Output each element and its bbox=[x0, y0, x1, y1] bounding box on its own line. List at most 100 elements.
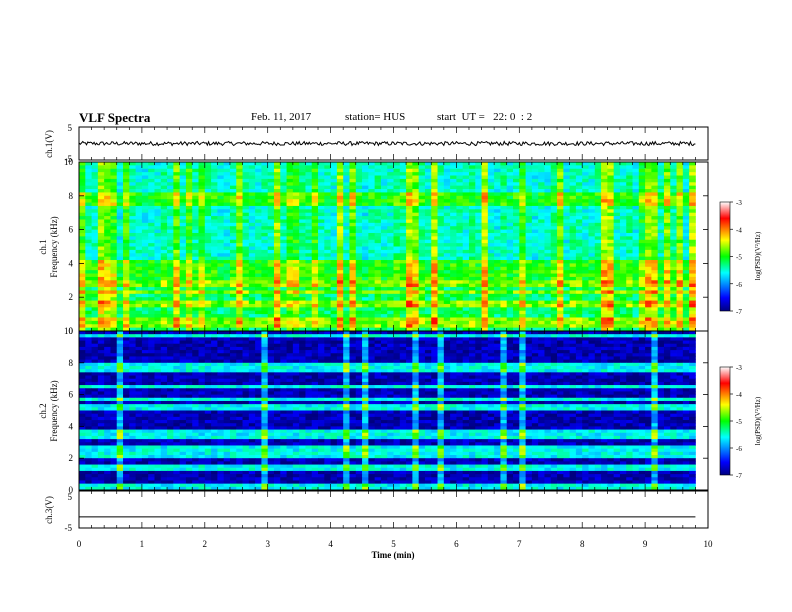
spectrogram-cell bbox=[85, 185, 92, 190]
spectrogram-cell bbox=[682, 320, 690, 325]
spectrogram-cell bbox=[399, 202, 407, 207]
spectrogram-cell bbox=[330, 168, 338, 173]
spectrogram-cell bbox=[123, 175, 130, 180]
spectrogram-cell bbox=[198, 219, 206, 224]
spectrogram-cell bbox=[601, 253, 608, 258]
spectrogram-cell bbox=[506, 182, 514, 187]
spectrogram-cell bbox=[431, 216, 438, 220]
spectrogram-cell bbox=[594, 253, 602, 258]
spectrogram-cell bbox=[280, 283, 287, 288]
spectrogram-cell bbox=[248, 178, 256, 183]
spectrogram-cell bbox=[248, 276, 256, 281]
spectrogram-cell bbox=[85, 226, 92, 230]
spectrogram-cell bbox=[148, 246, 155, 251]
spectrogram-cell bbox=[475, 178, 482, 183]
spectrogram-cell bbox=[91, 192, 99, 197]
spectrogram-cell bbox=[173, 273, 181, 278]
spectrogram-cell bbox=[292, 216, 300, 220]
spectrogram-cell bbox=[267, 243, 275, 247]
spectrogram-cell bbox=[632, 253, 640, 258]
spectrogram-cell bbox=[575, 307, 583, 312]
spectrogram-cell bbox=[500, 266, 508, 271]
spectrogram-cell bbox=[273, 209, 281, 214]
spectrogram-cell bbox=[663, 297, 671, 301]
spectrogram-cell bbox=[173, 182, 181, 187]
spectrogram-cell bbox=[431, 192, 438, 197]
spectrogram-cell bbox=[601, 165, 608, 170]
spectrogram-cell bbox=[343, 273, 350, 278]
spectrogram-cell bbox=[330, 236, 338, 241]
spectrogram-cell bbox=[513, 320, 520, 325]
spectrogram-cell bbox=[569, 293, 577, 298]
spectrogram-cell bbox=[670, 229, 677, 234]
spectrogram-cell bbox=[173, 260, 181, 264]
spectrogram-cell bbox=[645, 243, 652, 247]
spectrogram-cell bbox=[462, 287, 470, 291]
spectrogram-cell bbox=[299, 219, 306, 224]
spectrogram-cell bbox=[601, 236, 608, 241]
spectrogram-cell bbox=[481, 314, 489, 318]
spectrogram-cell bbox=[601, 205, 608, 210]
spectrogram-cell bbox=[148, 192, 155, 197]
spectrogram-cell bbox=[135, 270, 143, 274]
spectrogram-cell bbox=[116, 202, 124, 207]
spectrogram-cell bbox=[525, 290, 533, 295]
spectrogram-cell bbox=[387, 249, 394, 254]
spectrogram-cell bbox=[299, 314, 306, 318]
spectrogram-cell bbox=[167, 178, 174, 183]
spectrogram-cell bbox=[500, 260, 508, 264]
spectrogram-cell bbox=[305, 266, 313, 271]
spectrogram-cell bbox=[481, 172, 489, 176]
spectrogram-cell bbox=[475, 219, 482, 224]
spectrogram-cell bbox=[506, 317, 514, 322]
spectrogram-cell bbox=[487, 327, 495, 332]
spectrogram-cell bbox=[85, 314, 92, 318]
spectrogram-cell bbox=[676, 270, 684, 274]
spectrogram-cell bbox=[613, 185, 621, 190]
spectrogram-cell bbox=[437, 229, 445, 234]
spectrogram-cell bbox=[418, 226, 426, 230]
spectrogram-cell bbox=[487, 266, 495, 271]
spectrogram-cell bbox=[192, 239, 199, 244]
spectrogram-cell bbox=[299, 165, 306, 170]
spectrogram-cell bbox=[123, 283, 130, 288]
spectrogram-cell bbox=[123, 280, 130, 285]
spectrogram-cell bbox=[645, 246, 652, 251]
spectrogram-cell bbox=[242, 290, 250, 295]
spectrogram-cell bbox=[204, 327, 212, 332]
spectrogram-cell bbox=[657, 202, 665, 207]
spectrogram-cell bbox=[651, 276, 659, 281]
spectrogram-cell bbox=[663, 317, 671, 322]
spectrogram-cell bbox=[575, 205, 583, 210]
spectrogram-cell bbox=[651, 266, 659, 271]
spectrogram-cell bbox=[324, 243, 331, 247]
spectrogram-cell bbox=[519, 310, 526, 315]
spectrogram-cell bbox=[481, 263, 489, 268]
spectrogram-cell bbox=[123, 189, 130, 193]
spectrogram-cell bbox=[368, 249, 376, 254]
spectrogram-cell bbox=[192, 283, 199, 288]
spectrogram-cell bbox=[286, 331, 294, 335]
spectrogram-cell bbox=[91, 165, 99, 170]
spectrogram-cell bbox=[557, 175, 564, 180]
spectrogram-cell bbox=[531, 307, 539, 312]
spectrogram-cell bbox=[292, 283, 300, 288]
spectrogram-cell bbox=[217, 270, 225, 274]
spectrogram-cell bbox=[267, 331, 275, 335]
spectrogram-cell bbox=[456, 175, 464, 180]
spectrogram-cell bbox=[626, 310, 633, 315]
spectrogram-cell bbox=[431, 232, 438, 237]
spectrogram-cell bbox=[607, 260, 615, 264]
spectrogram-cell bbox=[355, 253, 363, 258]
spectrogram-cell bbox=[424, 253, 432, 258]
spectrogram-cell bbox=[431, 212, 438, 217]
spectrogram-cell bbox=[242, 287, 250, 291]
spectrogram-cell bbox=[135, 283, 143, 288]
spectrogram-cell bbox=[513, 297, 520, 301]
spectrogram-cell bbox=[418, 205, 426, 210]
spectrogram-cell bbox=[412, 202, 420, 207]
spectrogram-cell bbox=[79, 320, 86, 325]
spectrogram-cell bbox=[273, 280, 281, 285]
spectrogram-cell bbox=[185, 260, 193, 264]
spectrogram-cell bbox=[148, 205, 155, 210]
